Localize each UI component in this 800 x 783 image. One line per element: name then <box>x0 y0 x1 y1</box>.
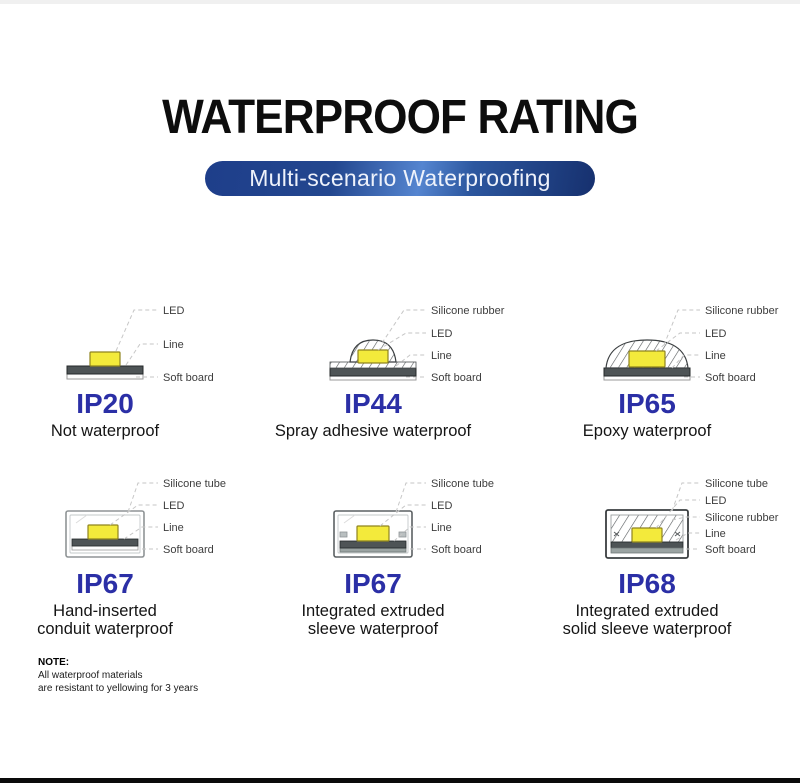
diagram-label: LED <box>163 305 184 317</box>
ip-description: Epoxy waterproof <box>582 422 712 440</box>
note-heading: NOTE: <box>38 657 70 668</box>
strip-graphic <box>66 351 144 380</box>
diagram-label: LED <box>705 495 726 507</box>
diagram-label: Line <box>431 522 452 534</box>
page-title: WATERPROOF RATING <box>162 91 639 144</box>
leader-lines <box>655 482 700 550</box>
leader-lines <box>109 482 158 550</box>
card-ip20: LED Line Soft board IP20 Not waterproof <box>30 296 280 440</box>
note-line: are resistant to yellowing for 3 years <box>38 683 199 695</box>
ip-rating: IP65 <box>618 388 676 419</box>
diagram-label: LED <box>163 500 184 512</box>
ip-rating: IP67 <box>76 568 134 599</box>
diagram-label: LED <box>705 328 726 340</box>
leader-lines <box>377 309 426 378</box>
diagram-label: Soft board <box>705 544 756 556</box>
diagram-label: Silicone tube <box>705 478 768 490</box>
card-ip44: Silicone rubber LED Line Soft board IP44… <box>275 296 548 440</box>
diagram-label: LED <box>431 500 452 512</box>
ip-rating: IP44 <box>344 388 402 419</box>
bottom-divider-line <box>0 778 800 783</box>
ip65-epoxy-dome-diagram: Silicone rubber LED Line Soft board <box>603 305 779 384</box>
diagram-label: Silicone tube <box>163 478 226 490</box>
diagram-label: LED <box>431 328 452 340</box>
diagram-label: Silicone rubber <box>705 512 779 524</box>
diagram-label: Line <box>163 522 184 534</box>
ip-description: Spray adhesive waterproof <box>274 422 472 440</box>
ip44-glue-dome-diagram: Silicone rubber LED Line Soft board <box>329 305 505 384</box>
ip-rating: IP68 <box>618 568 676 599</box>
ip-description: Hand-inserted conduit waterproof <box>37 602 173 639</box>
ip-description: Not waterproof <box>50 422 160 440</box>
strip-graphic <box>603 339 691 381</box>
strip-graphic <box>333 510 413 558</box>
ip20-bare-strip-diagram: LED Line Soft board <box>66 305 214 384</box>
diagram-label: Soft board <box>431 544 482 556</box>
note-block: NOTE: All waterproof materials are resis… <box>38 656 198 696</box>
leader-lines <box>655 309 700 378</box>
ip67-conduit-tube-diagram: Silicone tube LED Line Soft board <box>65 478 226 558</box>
diagram-label: Soft board <box>163 372 214 384</box>
diagram-label: Soft board <box>163 544 214 556</box>
leader-lines <box>379 482 426 550</box>
diagram-label: Line <box>705 528 726 540</box>
diagram-label: Line <box>163 339 184 351</box>
ip67-sleeve-tube-diagram: Silicone tube LED Line Soft board <box>333 478 494 558</box>
diagram-label: Silicone rubber <box>705 305 779 317</box>
ip-rating: IP20 <box>76 388 134 419</box>
card-ip67-conduit: Silicone tube LED Line Soft board IP67 H… <box>30 470 280 639</box>
note-line: All waterproof materials <box>38 670 143 682</box>
diagram-label: Soft board <box>431 372 482 384</box>
diagram-label: Line <box>431 350 452 362</box>
diagram-label: Line <box>705 350 726 362</box>
diagram-label: Silicone rubber <box>431 305 505 317</box>
top-divider-strip <box>0 0 800 4</box>
ip-description: Integrated extruded sleeve waterproof <box>301 602 445 639</box>
ip68-solid-sleeve-diagram: Silicone tube LED Silicone rubber Line S… <box>605 478 779 559</box>
diagram-label: Silicone tube <box>431 478 494 490</box>
diagram-label: Soft board <box>705 372 756 384</box>
card-ip67-sleeve: Silicone tube LED Line Soft board IP67 I… <box>298 470 548 639</box>
card-ip65: Silicone rubber LED Line Soft board IP65… <box>572 296 800 440</box>
card-ip68: Silicone tube LED Silicone rubber Line S… <box>563 470 800 639</box>
leader-lines <box>115 309 158 378</box>
strip-graphic <box>605 509 689 559</box>
strip-graphic <box>65 510 145 558</box>
subtitle-banner: Multi-scenario Waterproofing <box>205 161 595 196</box>
ip-description: Integrated extruded solid sleeve waterpr… <box>562 602 732 639</box>
strip-graphic <box>329 339 417 381</box>
ip-rating: IP67 <box>344 568 402 599</box>
